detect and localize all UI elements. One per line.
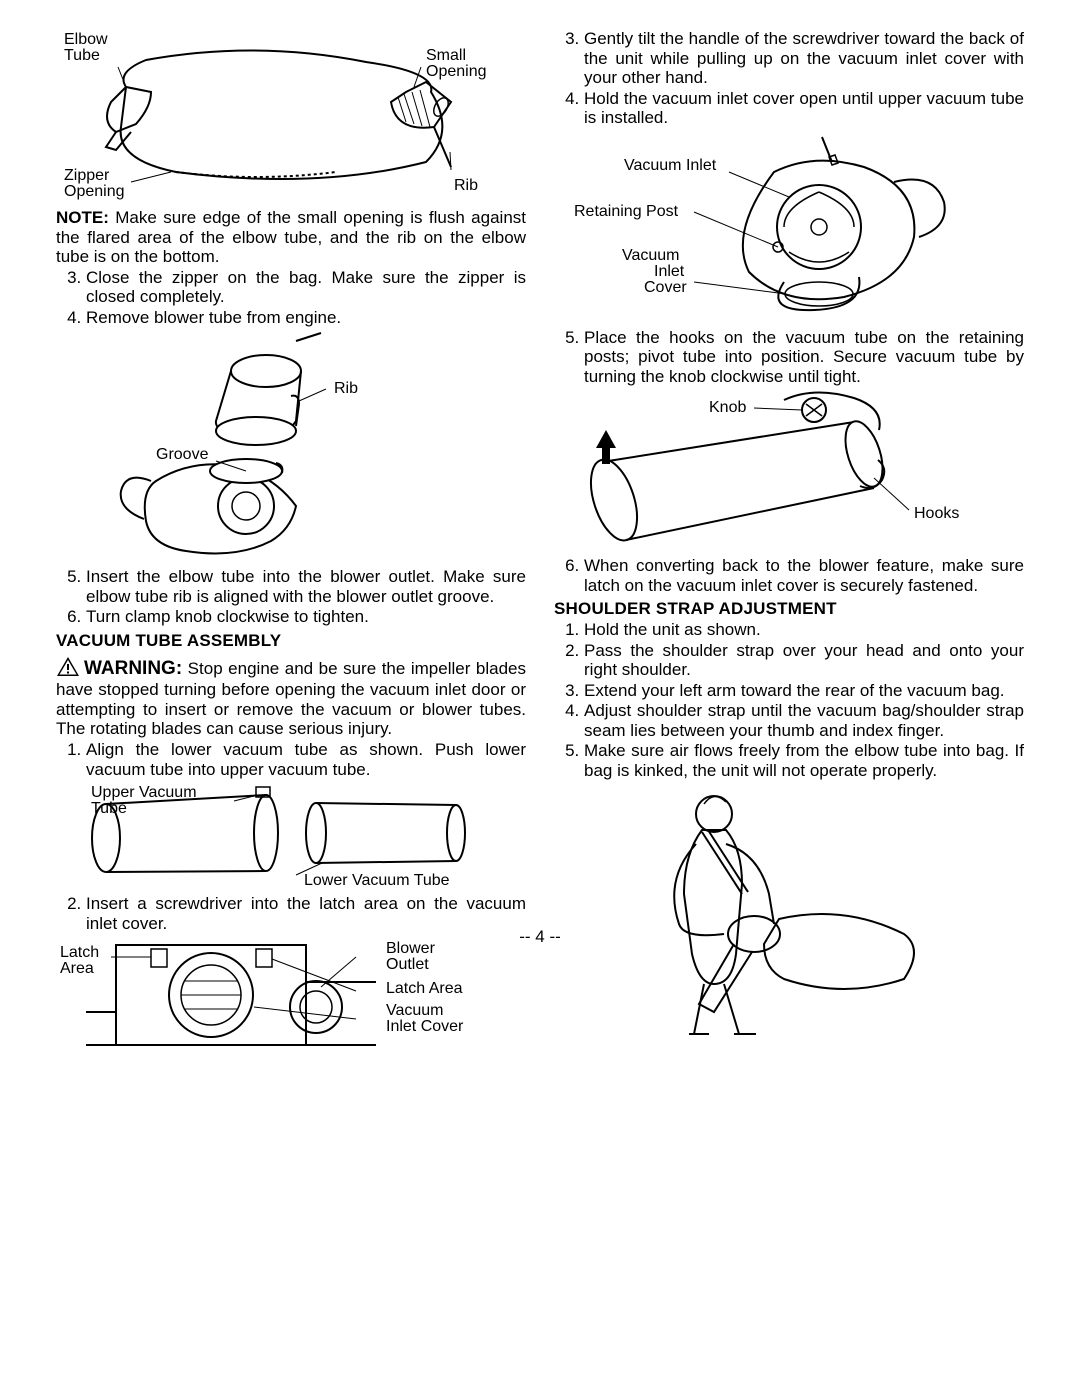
figure-person-strap bbox=[554, 784, 1024, 1044]
rib-groove-diagram: Rib Groove bbox=[96, 331, 456, 561]
svg-text:Cover: Cover bbox=[644, 279, 687, 296]
figure-rib-groove: Rib Groove bbox=[56, 331, 526, 561]
sstep-4: Adjust shoulder strap until the vacuum b… bbox=[584, 701, 1024, 740]
svg-text:Vacuum Inlet: Vacuum Inlet bbox=[624, 157, 717, 174]
svg-text:Rib: Rib bbox=[454, 177, 478, 194]
rstep-5: Place the hooks on the vacuum tube on th… bbox=[584, 328, 1024, 387]
heading-shoulder-strap: SHOULDER STRAP ADJUSTMENT bbox=[554, 599, 1024, 619]
svg-text:Groove: Groove bbox=[156, 446, 209, 463]
svg-text:Tube: Tube bbox=[64, 47, 100, 64]
svg-text:Lower Vacuum Tube: Lower Vacuum Tube bbox=[304, 872, 450, 888]
heading-vacuum-tube-assembly: VACUUM TUBE ASSEMBLY bbox=[56, 631, 526, 651]
step-5: Insert the elbow tube into the blower ou… bbox=[86, 567, 526, 606]
list-tilt-hold: Gently tilt the handle of the screwdrive… bbox=[554, 29, 1024, 128]
vstep-1: Align the lower vacuum tube as shown. Pu… bbox=[86, 740, 526, 779]
step-6: Turn clamp knob clockwise to tighten. bbox=[86, 607, 526, 627]
note-label: NOTE: bbox=[56, 208, 109, 227]
rstep-6: When converting back to the blower featu… bbox=[584, 556, 1024, 595]
sstep-3: Extend your left arm toward the rear of … bbox=[584, 681, 1024, 701]
svg-text:Inlet: Inlet bbox=[654, 263, 685, 280]
list-convert-back: When converting back to the blower featu… bbox=[554, 556, 1024, 595]
figure-bag: Elbow Tube Small Opening Zipper Opening … bbox=[56, 32, 526, 202]
vacuum-inlet-diagram: Vacuum Inlet Retaining Post Vacuum Inlet… bbox=[564, 132, 994, 322]
svg-text:Inlet Cover: Inlet Cover bbox=[386, 1018, 464, 1035]
svg-text:Zipper: Zipper bbox=[64, 167, 110, 184]
sstep-2: Pass the shoulder strap over your head a… bbox=[584, 641, 1024, 680]
svg-text:Elbow: Elbow bbox=[64, 32, 108, 48]
note-text: Make sure edge of the small opening is f… bbox=[56, 208, 526, 266]
list-bag-steps: Close the zipper on the bag. Make sure t… bbox=[56, 268, 526, 328]
svg-text:Small: Small bbox=[426, 47, 466, 64]
step-3: Close the zipper on the bag. Make sure t… bbox=[86, 268, 526, 307]
svg-text:Area: Area bbox=[60, 960, 94, 977]
vacuum-tubes-diagram: Upper Vacuum Tube Lower Vacuum Tube bbox=[56, 783, 516, 888]
svg-text:Vacuum: Vacuum bbox=[622, 247, 680, 264]
warning-paragraph: WARNING: Stop engine and be sure the imp… bbox=[56, 656, 526, 738]
list-elbow-steps: Insert the elbow tube into the blower ou… bbox=[56, 567, 526, 627]
rstep-4: Hold the vacuum inlet cover open until u… bbox=[584, 89, 1024, 128]
figure-inlet-cover: Latch Area Blower Outlet Latch Area Vacu… bbox=[56, 937, 526, 1057]
sstep-5: Make sure air flows freely from the elbo… bbox=[584, 741, 1024, 780]
figure-knob-hooks: Knob Hooks bbox=[554, 390, 1024, 550]
svg-text:Upper Vacuum: Upper Vacuum bbox=[91, 784, 197, 801]
rstep-3: Gently tilt the handle of the screwdrive… bbox=[584, 29, 1024, 88]
svg-text:Opening: Opening bbox=[426, 63, 487, 80]
svg-text:Outlet: Outlet bbox=[386, 956, 429, 973]
inlet-cover-diagram: Latch Area Blower Outlet Latch Area Vacu… bbox=[56, 937, 516, 1057]
svg-text:Tube: Tube bbox=[91, 800, 127, 817]
knob-hooks-diagram: Knob Hooks bbox=[554, 390, 1014, 550]
note-paragraph: NOTE: Make sure edge of the small openin… bbox=[56, 208, 526, 267]
figure-vacuum-tubes: Upper Vacuum Tube Lower Vacuum Tube bbox=[56, 783, 526, 888]
svg-text:Opening: Opening bbox=[64, 183, 125, 200]
list-vacuum-align: Align the lower vacuum tube as shown. Pu… bbox=[56, 740, 526, 779]
svg-text:Retaining Post: Retaining Post bbox=[574, 203, 679, 220]
warning-icon bbox=[56, 656, 80, 678]
svg-text:Hooks: Hooks bbox=[914, 505, 959, 522]
person-diagram bbox=[584, 784, 964, 1044]
svg-text:Knob: Knob bbox=[709, 399, 746, 416]
svg-text:Latch Area: Latch Area bbox=[386, 980, 463, 997]
svg-text:Vacuum: Vacuum bbox=[386, 1002, 444, 1019]
sstep-1: Hold the unit as shown. bbox=[584, 620, 1024, 640]
svg-text:Rib: Rib bbox=[334, 380, 358, 397]
warning-label: WARNING: bbox=[84, 658, 182, 679]
figure-vacuum-inlet: Vacuum Inlet Retaining Post Vacuum Inlet… bbox=[554, 132, 1024, 322]
list-shoulder-strap: Hold the unit as shown. Pass the shoulde… bbox=[554, 620, 1024, 780]
list-hooks: Place the hooks on the vacuum tube on th… bbox=[554, 328, 1024, 387]
page-number: -- 4 -- bbox=[0, 927, 1080, 947]
bag-diagram: Elbow Tube Small Opening Zipper Opening … bbox=[56, 32, 516, 202]
step-4: Remove blower tube from engine. bbox=[86, 308, 526, 328]
